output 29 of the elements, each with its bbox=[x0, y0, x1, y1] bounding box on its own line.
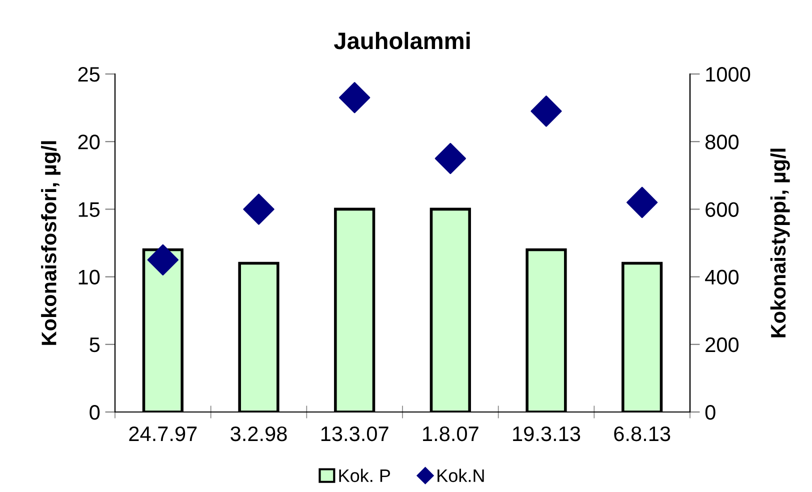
y2-tick-label: 400 bbox=[705, 270, 739, 285]
y2-axis-title: Kokonaistyppi, µg/l bbox=[770, 148, 790, 338]
legend-label: Kok.N bbox=[438, 468, 484, 482]
x-tick-label: 6.8.13 bbox=[614, 426, 670, 442]
point bbox=[626, 186, 658, 218]
x-tick-label: 3.2.98 bbox=[230, 426, 287, 442]
y2-tick-label: 800 bbox=[705, 134, 739, 150]
point bbox=[434, 142, 466, 174]
point bbox=[243, 194, 274, 225]
legend-label: Kok. P bbox=[339, 468, 390, 482]
y2-tick-label: 1000 bbox=[706, 67, 750, 82]
y-tick-label: 20 bbox=[78, 134, 100, 150]
y-tick-label: 15 bbox=[78, 202, 100, 217]
point bbox=[338, 82, 370, 114]
x-tick-label: 19.3.13 bbox=[513, 426, 580, 442]
y2-tick-label: 0 bbox=[705, 405, 716, 420]
x-tick-label: 1.8.07 bbox=[423, 426, 478, 442]
y2-tick-label: 200 bbox=[706, 337, 739, 352]
y2-tick-label: 600 bbox=[706, 202, 739, 217]
y-axis-title: Kokonaisfosfori, µg/l bbox=[41, 141, 61, 345]
point bbox=[147, 244, 179, 276]
y-tick-label: 25 bbox=[78, 67, 100, 82]
y-tick-label: 0 bbox=[90, 405, 100, 420]
y-tick-label: 10 bbox=[78, 270, 100, 285]
point bbox=[530, 96, 562, 127]
x-tick-label: 24.7.97 bbox=[129, 426, 197, 442]
y-tick-label: 5 bbox=[90, 338, 100, 352]
chart-title: Jauholammi bbox=[334, 32, 470, 50]
x-tick-label: 13.3.07 bbox=[321, 426, 388, 442]
